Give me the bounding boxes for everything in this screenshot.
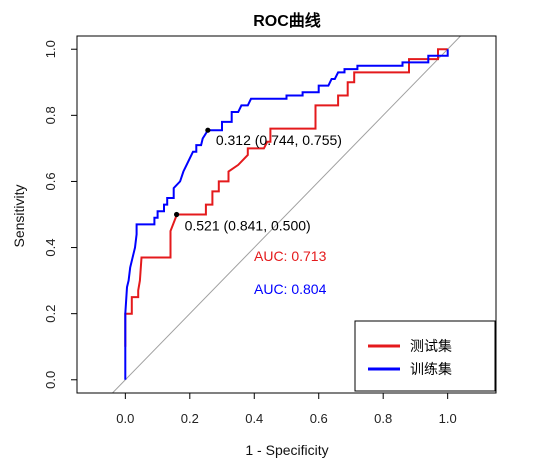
- plot-frame: [76, 35, 497, 394]
- auc-label-1: AUC: 0.804: [254, 281, 327, 297]
- x-tick-label: 0.0: [116, 411, 134, 426]
- threshold-point-0: [173, 211, 180, 218]
- y-tick-label: 0.4: [43, 239, 58, 257]
- roc-line-series-0: [124, 48, 448, 347]
- y-tick-label: 0.6: [43, 172, 58, 190]
- legend-label-test: 测试集: [410, 338, 452, 355]
- y-tick-label: 0.2: [43, 305, 58, 323]
- legend: 测试集 训练集: [354, 320, 496, 392]
- threshold-label-0: 0.521 (0.841, 0.500): [185, 218, 311, 234]
- x-tick-label: 0.4: [245, 411, 263, 426]
- chart-title: ROC曲线: [253, 11, 321, 30]
- threshold-label-1: 0.312 (0.744, 0.755): [216, 132, 342, 148]
- y-tick-label: 1.0: [43, 40, 58, 58]
- threshold-point-1: [205, 127, 211, 133]
- y-tick-label: 0.8: [43, 106, 58, 124]
- axes: 0.0 0.2 0.4 0.6 0.8 1.0 0.0 0.2 0.4 0.6 0.8 1.0: [43, 35, 497, 426]
- x-tick-label: 0.8: [374, 411, 392, 426]
- x-tick-label: 0.6: [310, 411, 328, 426]
- roc-line-series-1: [124, 49, 449, 380]
- x-axis-title: 1 - Specificity: [245, 442, 328, 458]
- legend-label-train: 训练集: [410, 361, 452, 378]
- reference-diagonal-line: [111, 36, 462, 393]
- plot-area: 0.521 (0.841, 0.500) AUC: 0.713 0.312 (0.7…: [111, 36, 462, 393]
- y-axis-title: Sensitivity: [11, 184, 27, 247]
- y-tick-label: 0.0: [43, 371, 58, 389]
- auc-label-0: AUC: 0.713: [254, 248, 327, 264]
- x-tick-label: 1.0: [439, 411, 457, 426]
- x-tick-label: 0.2: [181, 411, 199, 426]
- legend-box: [354, 320, 496, 392]
